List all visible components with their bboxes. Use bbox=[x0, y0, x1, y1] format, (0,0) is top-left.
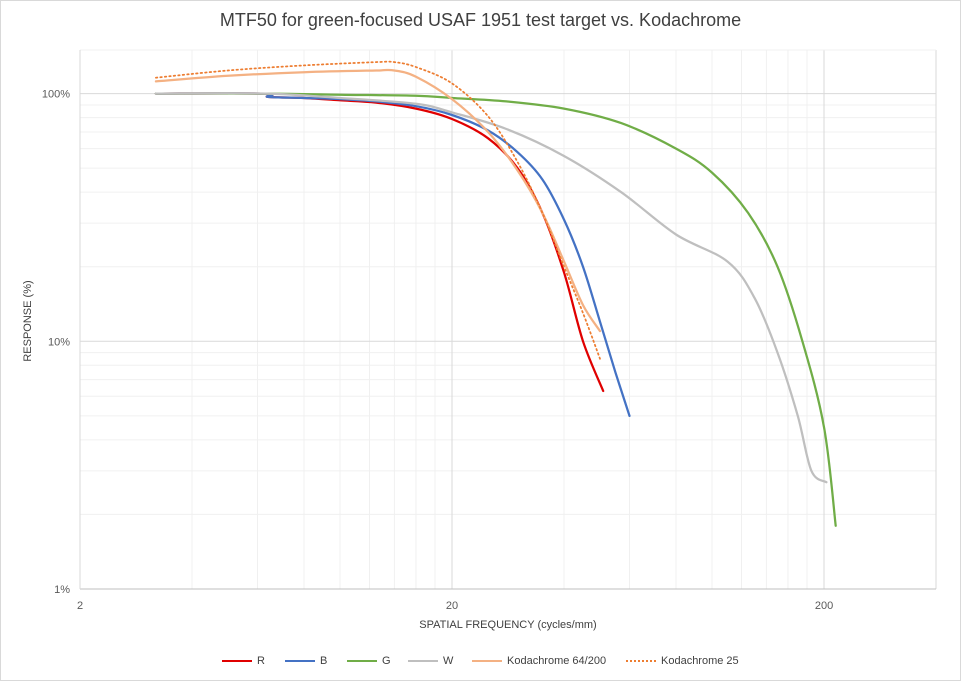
legend-label: R bbox=[257, 655, 265, 667]
y-tick-label: 100% bbox=[42, 89, 70, 101]
series-line-kodachrome-64-200 bbox=[154, 68, 602, 333]
y-tick-label: 10% bbox=[48, 336, 70, 348]
legend-item-kodachrome-64-200: Kodachrome 64/200 bbox=[472, 653, 606, 669]
legend-swatch bbox=[408, 660, 438, 662]
legend-label: Kodachrome 64/200 bbox=[507, 655, 607, 667]
legend-item-kodachrome-25: Kodachrome 25 bbox=[626, 653, 739, 669]
x-axis-title: SPATIAL FREQUENCY (cycles/mm) bbox=[419, 619, 597, 631]
legend-label: B bbox=[320, 655, 328, 667]
legend-label: G bbox=[382, 655, 391, 667]
legend-swatch bbox=[472, 660, 502, 662]
chart-title: MTF50 for green-focused USAF 1951 test t… bbox=[219, 10, 742, 30]
legend-swatch bbox=[347, 660, 377, 662]
legend: R B G W Kodachrome 64/200 Kodachrome 25 bbox=[0, 653, 961, 669]
series-line-g bbox=[154, 92, 837, 527]
series-line-w bbox=[154, 92, 828, 484]
legend-swatch bbox=[222, 660, 252, 662]
y-tick-label: 1% bbox=[54, 584, 70, 596]
legend-item-r: R bbox=[222, 653, 265, 669]
legend-item-g: G bbox=[347, 653, 391, 669]
legend-label: Kodachrome 25 bbox=[661, 655, 739, 667]
x-tick-label: 2 bbox=[77, 600, 83, 612]
x-tick-label: 200 bbox=[815, 600, 833, 612]
y-axis-title: RESPONSE (%) bbox=[22, 280, 34, 362]
legend-label: W bbox=[443, 655, 454, 667]
x-tick-label: 20 bbox=[446, 600, 458, 612]
series-line-kodachrome-25 bbox=[155, 60, 601, 360]
legend-swatch bbox=[285, 660, 315, 662]
legend-item-b: B bbox=[285, 653, 327, 669]
legend-swatch bbox=[626, 660, 656, 662]
series-line-b bbox=[154, 92, 631, 418]
series-line-r bbox=[154, 92, 605, 393]
legend-item-w: W bbox=[408, 653, 453, 669]
